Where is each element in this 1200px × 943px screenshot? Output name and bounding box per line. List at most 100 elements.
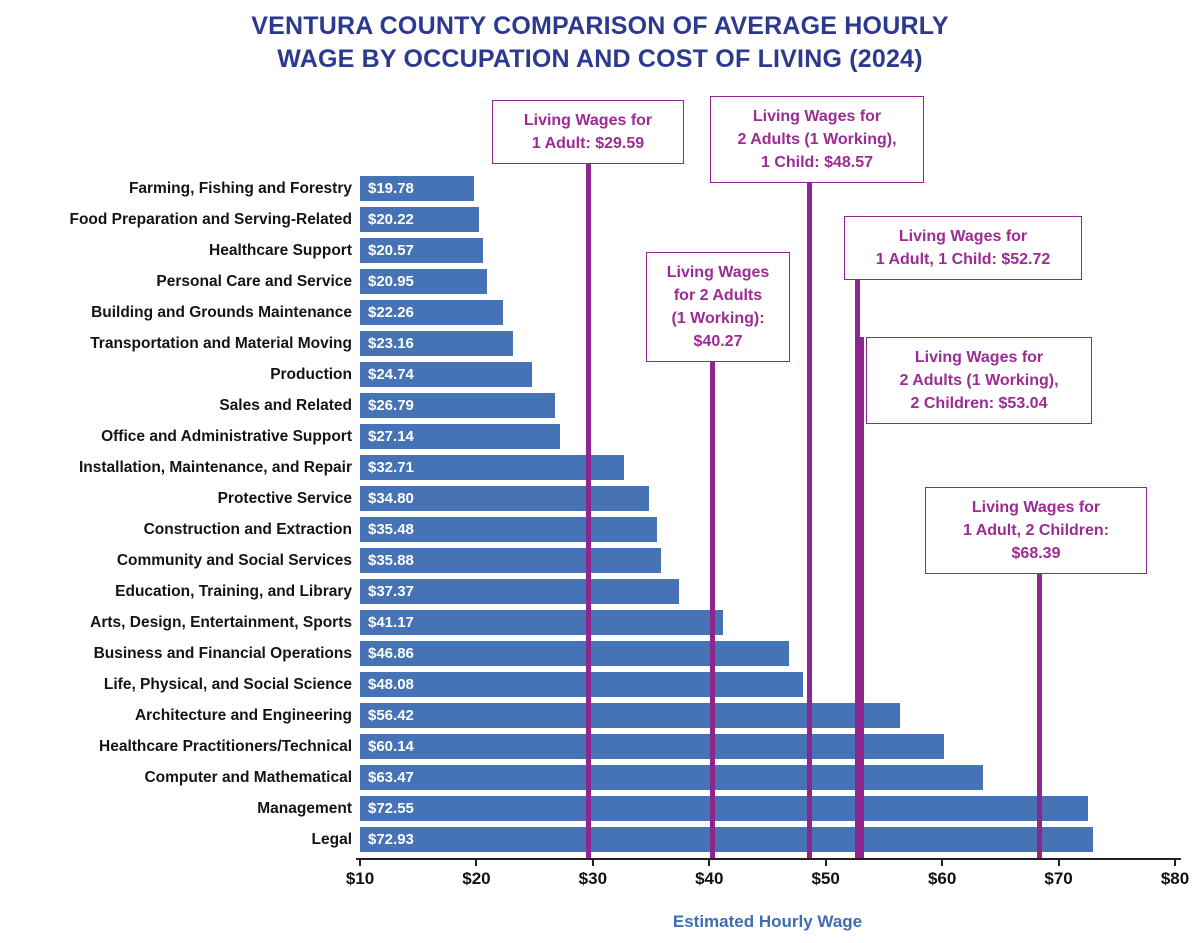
annotation-text-line: (1 Working):: [671, 310, 765, 327]
living-wage-line: [806, 182, 812, 858]
annotation-text-line: Living Wages: [666, 264, 770, 281]
category-label: Installation, Maintenance, and Repair: [78, 458, 352, 476]
living-wage-annotation: Living Wages for 2 Adults (1 Working): $40.…: [646, 252, 790, 362]
category-label: Building and Grounds Maintenance: [91, 303, 352, 321]
bar: [360, 486, 649, 511]
bar-value-label: $34.80: [368, 490, 414, 507]
bar-value-label: $72.55: [368, 800, 414, 817]
x-tick: [591, 858, 594, 866]
x-tick-label: $30: [578, 869, 608, 888]
living-wage-annotation: Living Wages for 2 Adults (1 Working), 1 C…: [710, 96, 924, 183]
bar: [360, 827, 1093, 852]
annotation-text-line: 1 Adult, 2 Children:: [962, 522, 1110, 539]
annotation-text-line: for 2 Adults: [673, 287, 763, 304]
category-label: Food Preparation and Serving-Related: [69, 210, 353, 228]
annotation-text-line: 1 Adult: $29.59: [531, 135, 645, 152]
category-label: Computer and Mathematical: [144, 768, 352, 786]
living-wage-line: [585, 163, 591, 858]
bar-value-label: $48.08: [368, 676, 414, 693]
category-label: Architecture and Engineering: [134, 706, 352, 724]
bar: [360, 579, 679, 604]
living-wage-annotation: Living Wages for 1 Adult, 1 Child: $52.72: [844, 216, 1082, 280]
x-tick-label: $50: [811, 869, 840, 888]
x-tick: [1174, 858, 1176, 866]
bar: [360, 207, 479, 232]
annotation-text-line: Living Wages for: [971, 499, 1101, 516]
annotation-text-line: Living Wages for: [752, 108, 882, 125]
chart-title: VENTURA COUNTY COMPARISON OF AVERAGE HOU…: [0, 10, 1200, 76]
category-label: Farming, Fishing and Forestry: [128, 179, 352, 197]
category-label: Legal: [311, 830, 352, 848]
category-label: Sales and Related: [219, 396, 352, 414]
bar: [360, 455, 625, 480]
bar-value-label: $26.79: [368, 397, 414, 414]
x-tick: [824, 858, 827, 866]
living-wage-line: [709, 361, 715, 858]
category-label: Personal Care and Service: [156, 272, 352, 290]
bar-value-label: $20.95: [368, 273, 414, 290]
x-tick: [359, 858, 361, 866]
bar: [360, 300, 503, 325]
category-label: Protective Service: [217, 489, 352, 507]
bar-value-label: $35.88: [368, 552, 414, 569]
bar: [360, 238, 484, 263]
bar-value-label: $37.37: [368, 583, 414, 600]
bar: [360, 176, 474, 201]
bar: [360, 641, 790, 666]
bar: [360, 672, 804, 697]
category-label: Management: [257, 799, 352, 817]
category-label: Office and Administrative Support: [101, 427, 352, 445]
living-wage-line: [1037, 573, 1043, 858]
bar-value-label: $20.57: [368, 242, 414, 259]
x-tick: [475, 858, 478, 866]
bar: [360, 424, 560, 449]
bar-value-label: $72.93: [368, 831, 414, 848]
x-tick: [1057, 858, 1060, 866]
bar-value-label: $41.17: [368, 614, 414, 631]
annotation-text-line: Living Wages for: [898, 228, 1028, 245]
bar-value-label: $23.16: [368, 335, 414, 352]
bar-value-label: $46.86: [368, 645, 414, 662]
bar: [360, 393, 556, 418]
bar-value-label: $22.26: [368, 304, 414, 321]
bar-value-label: $32.71: [368, 459, 414, 476]
bar: [360, 548, 662, 573]
annotation-text-line: $40.27: [693, 333, 743, 350]
x-tick-label: $70: [1044, 869, 1073, 888]
bar-value-label: $24.74: [368, 366, 414, 383]
bar: [360, 610, 723, 635]
x-axis-title: Estimated Hourly Wage: [672, 912, 863, 931]
bar: [360, 796, 1089, 821]
x-tick-label: $60: [927, 869, 957, 888]
category-label: Arts, Design, Entertainment, Sports: [90, 613, 352, 631]
category-label: Healthcare Practitioners/Technical: [99, 737, 352, 755]
bar: [360, 734, 944, 759]
category-label: Production: [270, 365, 352, 383]
bar: [360, 703, 901, 728]
bar-value-label: $20.22: [368, 211, 414, 228]
annotation-text-line: 2 Adults (1 Working),: [899, 372, 1059, 389]
category-label: Education, Training, and Library: [115, 582, 352, 600]
x-tick-label: $40: [695, 869, 724, 888]
bar: [360, 765, 983, 790]
x-tick: [708, 858, 711, 866]
annotation-text-line: Living Wages for: [914, 349, 1044, 366]
living-wage-annotation: Living Wages for 1 Adult, 2 Children: $68.…: [925, 487, 1147, 574]
bar-value-label: $27.14: [368, 428, 414, 445]
category-label: Business and Financial Operations: [93, 644, 352, 662]
annotation-text-line: 1 Child: $48.57: [760, 154, 874, 171]
chart-title-line-2: WAGE BY OCCUPATION AND COST OF LIVING (2…: [277, 45, 923, 73]
category-label: Transportation and Material Moving: [90, 334, 352, 352]
category-label: Construction and Extraction: [143, 520, 352, 538]
living-wage-annotation: Living Wages for 2 Adults (1 Working), 2 C…: [866, 337, 1092, 424]
bar-value-label: $63.47: [368, 769, 414, 786]
bar-value-label: $56.42: [368, 707, 414, 724]
annotation-text-line: $68.39: [1011, 545, 1061, 562]
bar-value-label: $19.78: [368, 180, 414, 197]
x-tick-label: $10: [345, 869, 375, 888]
living-wage-line: [858, 337, 864, 858]
bar: [360, 517, 657, 542]
living-wage-annotation: Living Wages for 1 Adult: $29.59: [492, 100, 684, 164]
annotation-text-line: 1 Adult, 1 Child: $52.72: [875, 251, 1051, 268]
